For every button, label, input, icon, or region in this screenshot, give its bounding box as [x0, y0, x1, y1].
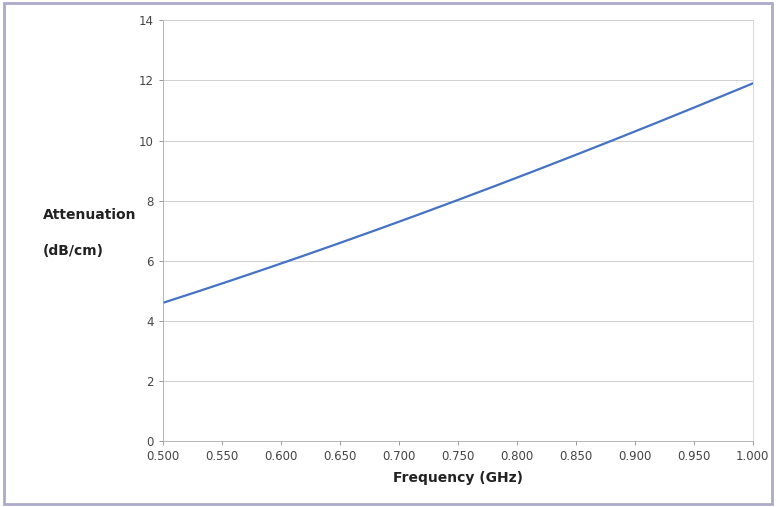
Text: (dB/cm): (dB/cm)	[43, 244, 104, 258]
X-axis label: Frequency (GHz): Frequency (GHz)	[393, 472, 523, 485]
Text: Attenuation: Attenuation	[43, 208, 136, 223]
